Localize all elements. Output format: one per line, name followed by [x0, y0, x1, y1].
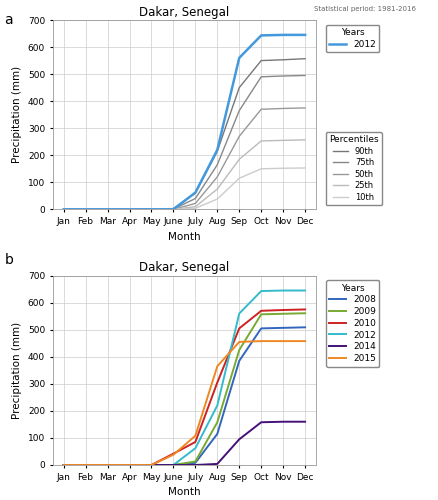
Title: Dakar, Senegal: Dakar, Senegal: [139, 6, 229, 19]
Legend: 90th, 75th, 50th, 25th, 10th: 90th, 75th, 50th, 25th, 10th: [325, 132, 381, 205]
Text: a: a: [4, 12, 13, 26]
Text: b: b: [4, 252, 13, 266]
Text: Statistical period: 1981-2016: Statistical period: 1981-2016: [314, 6, 415, 12]
X-axis label: Month: Month: [168, 232, 200, 241]
Y-axis label: Precipitation (mm): Precipitation (mm): [12, 66, 22, 163]
Legend: 2008, 2009, 2010, 2012, 2014, 2015: 2008, 2009, 2010, 2012, 2014, 2015: [325, 280, 378, 366]
X-axis label: Month: Month: [168, 487, 200, 497]
Y-axis label: Precipitation (mm): Precipitation (mm): [12, 322, 22, 419]
Title: Dakar, Senegal: Dakar, Senegal: [139, 262, 229, 274]
